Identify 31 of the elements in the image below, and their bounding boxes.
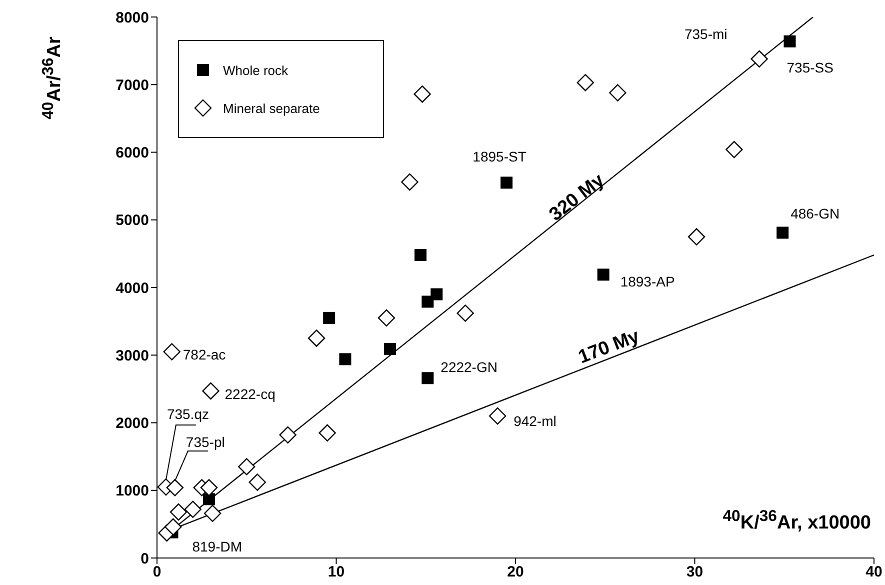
annotation: 735-mi (684, 26, 728, 42)
annotation: 2222-cq (224, 386, 276, 402)
y-tick-label: 1000 (116, 482, 149, 500)
y-tick-label: 2000 (116, 415, 149, 432)
annotation: 320 My (546, 170, 609, 226)
x-tick-label: 20 (507, 564, 524, 581)
x-tick-label: 10 (328, 564, 345, 581)
y-tick-label: 6000 (116, 144, 149, 162)
legend-label: Whole rock (223, 62, 288, 78)
annotation: 1893-AP (620, 273, 675, 290)
annotation: 782-ac (182, 346, 226, 362)
x-tick-label: 30 (686, 564, 704, 581)
x-tick-label: 0 (152, 564, 162, 581)
legend-label: Mineral separate (223, 100, 320, 116)
annotation: 1895-ST (472, 148, 527, 164)
annotation: 735.qz (166, 406, 210, 422)
annotation: 2222-GN (440, 358, 498, 375)
y-tick-label: 0 (140, 550, 149, 568)
annotation: 942-ml (514, 412, 556, 429)
annotation: 170 My (576, 326, 643, 368)
y-tick-label: 8000 (116, 9, 149, 26)
y-tick-label: 7000 (116, 76, 149, 94)
x-axis-title: $^{40}$K/$^{36}$Ar, x10000 (722, 508, 871, 534)
y-tick-label: 4000 (116, 280, 149, 297)
annotation: 486-GN (790, 205, 840, 222)
y-tick-label: 3000 (116, 347, 149, 364)
x-tick-label: 40 (866, 564, 882, 581)
y-tick-label: 5000 (116, 212, 149, 230)
annotation: 735-SS (786, 59, 834, 76)
annotation: 735-pl (186, 434, 225, 450)
annotation: 819-DM (192, 538, 242, 554)
